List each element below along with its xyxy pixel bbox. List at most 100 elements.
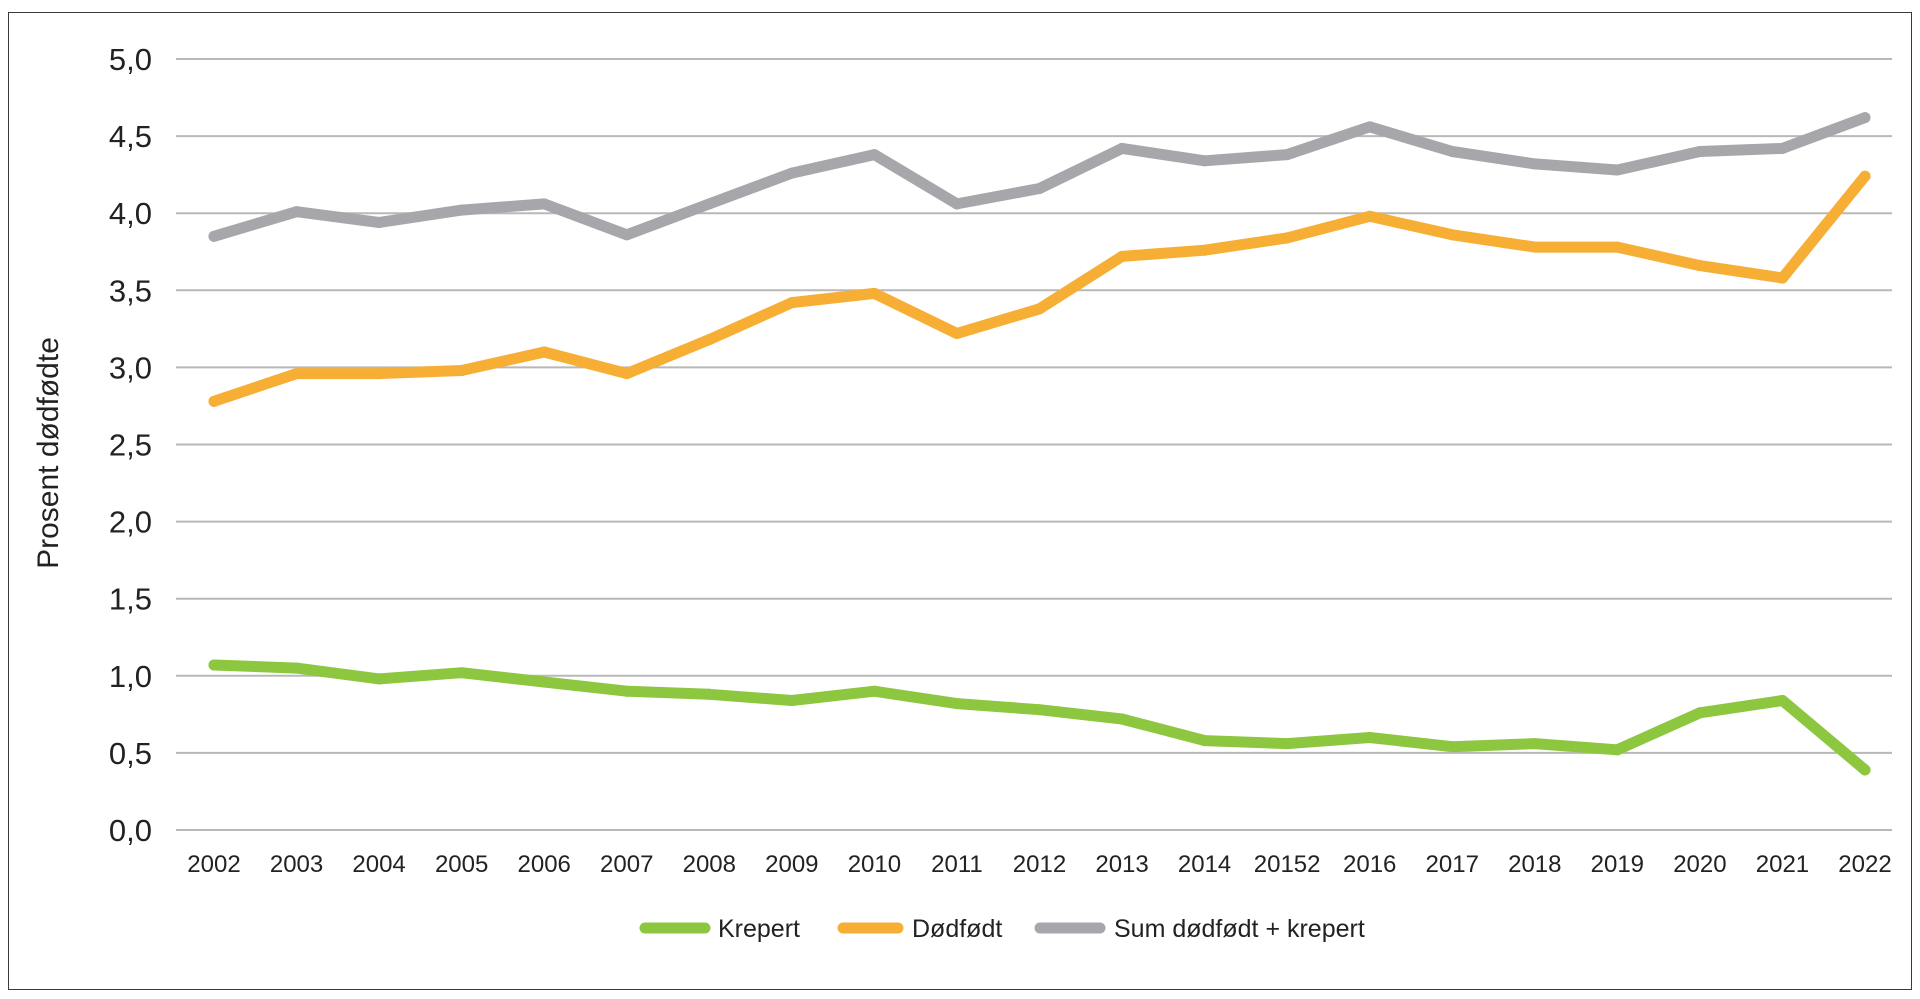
data-point xyxy=(208,395,220,407)
x-tick-label: 2012 xyxy=(1013,851,1066,878)
data-point xyxy=(1281,738,1293,750)
data-point xyxy=(1859,764,1871,776)
y-tick-label: 3,5 xyxy=(109,273,152,308)
data-point xyxy=(1859,170,1871,182)
data-point xyxy=(786,167,798,179)
legend-item: Sum dødfødt + krepert xyxy=(1034,915,1365,943)
data-point xyxy=(291,662,303,674)
y-tick-label: 1,0 xyxy=(109,659,152,694)
data-point xyxy=(1281,232,1293,244)
y-tick-label: 3,0 xyxy=(109,350,152,385)
data-point xyxy=(1116,142,1128,154)
data-point xyxy=(538,198,550,210)
data-point xyxy=(1694,146,1706,158)
x-axis-tick-labels: 2002 2003 2004 2005 2006 2007 2008 2009 2010 2011… xyxy=(187,851,1891,878)
data-point xyxy=(208,659,220,671)
data-point xyxy=(1199,155,1211,167)
x-tick-label: 2020 xyxy=(1673,851,1726,878)
data-point xyxy=(703,688,715,700)
x-tick-label: 2022 xyxy=(1838,851,1891,878)
x-tick-label: 2003 xyxy=(270,851,323,878)
x-tick-label: 2017 xyxy=(1426,851,1479,878)
data-point xyxy=(1116,713,1128,725)
legend-label: Dødfødt xyxy=(912,915,1002,943)
data-point xyxy=(1199,244,1211,256)
data-point xyxy=(373,673,385,685)
y-tick-label: 5,0 xyxy=(109,42,152,77)
x-tick-label: 2009 xyxy=(765,851,818,878)
data-point xyxy=(1529,158,1541,170)
data-point xyxy=(538,676,550,688)
x-tick-label: 2004 xyxy=(352,851,405,878)
data-point xyxy=(208,230,220,242)
data-point xyxy=(373,368,385,380)
x-tick-label: 20152 xyxy=(1254,851,1321,878)
data-point xyxy=(1116,250,1128,262)
legend-item: Dødfødt xyxy=(837,915,1002,943)
x-tick-label: 2021 xyxy=(1756,851,1809,878)
legend: Krepert Dødfødt Sum dødfødt + krepert xyxy=(639,915,1365,943)
y-tick-label: 0,0 xyxy=(109,813,152,848)
data-point xyxy=(868,149,880,161)
data-point xyxy=(1611,744,1623,756)
data-point xyxy=(1859,112,1871,124)
data-point xyxy=(1281,149,1293,161)
x-tick-label: 2010 xyxy=(848,851,901,878)
data-point xyxy=(1529,241,1541,253)
data-point xyxy=(703,198,715,210)
data-point xyxy=(1034,303,1045,315)
data-point xyxy=(868,287,880,299)
x-tick-label: 2007 xyxy=(600,851,653,878)
y-tick-label: 0,5 xyxy=(109,736,152,771)
data-point xyxy=(538,346,550,358)
data-point xyxy=(786,694,798,706)
y-axis-title: Prosent dødfødte xyxy=(32,337,65,569)
legend-item: Krepert xyxy=(639,915,800,943)
data-point xyxy=(786,297,798,309)
x-tick-label: 2016 xyxy=(1343,851,1396,878)
data-point xyxy=(291,206,303,218)
data-point xyxy=(621,229,633,241)
data-point xyxy=(1364,731,1376,743)
data-point xyxy=(621,685,633,697)
data-point xyxy=(456,204,468,216)
x-tick-label: 2005 xyxy=(435,851,488,878)
data-point xyxy=(1694,707,1706,719)
x-tick-label: 2013 xyxy=(1095,851,1148,878)
data-point xyxy=(868,685,880,697)
y-axis-tick-labels: 0,0 0,5 1,0 1,5 2,0 2,5 3,0 3,5 4,0 4,5 5,0 xyxy=(109,42,152,848)
legend-label: Sum dødfødt + krepert xyxy=(1114,915,1365,943)
x-tick-label: 2002 xyxy=(187,851,240,878)
data-point xyxy=(1694,260,1706,272)
data-point xyxy=(1034,183,1045,195)
data-point xyxy=(456,364,468,376)
y-tick-label: 2,0 xyxy=(109,505,152,540)
data-point xyxy=(1529,738,1541,750)
data-point xyxy=(1199,735,1211,747)
x-tick-label: 2018 xyxy=(1508,851,1561,878)
x-tick-label: 2019 xyxy=(1591,851,1644,878)
data-point xyxy=(1446,146,1458,158)
y-tick-label: 4,0 xyxy=(109,196,152,231)
data-point xyxy=(951,198,963,210)
data-point xyxy=(951,327,963,339)
data-point xyxy=(1776,142,1788,154)
legend-label: Krepert xyxy=(718,915,800,943)
data-point xyxy=(456,667,468,679)
data-point xyxy=(291,368,303,380)
x-tick-label: 2006 xyxy=(518,851,571,878)
data-point xyxy=(1776,272,1788,284)
data-point xyxy=(373,216,385,228)
data-point xyxy=(1446,741,1458,753)
y-tick-label: 4,5 xyxy=(109,119,152,154)
data-point xyxy=(621,368,633,380)
data-point xyxy=(1034,704,1045,716)
data-point xyxy=(1364,210,1376,222)
data-point xyxy=(1611,241,1623,253)
data-point xyxy=(1446,229,1458,241)
y-tick-label: 2,5 xyxy=(109,428,152,463)
data-point xyxy=(1364,121,1376,133)
x-tick-label: 2008 xyxy=(683,851,736,878)
x-tick-label: 2014 xyxy=(1178,851,1231,878)
